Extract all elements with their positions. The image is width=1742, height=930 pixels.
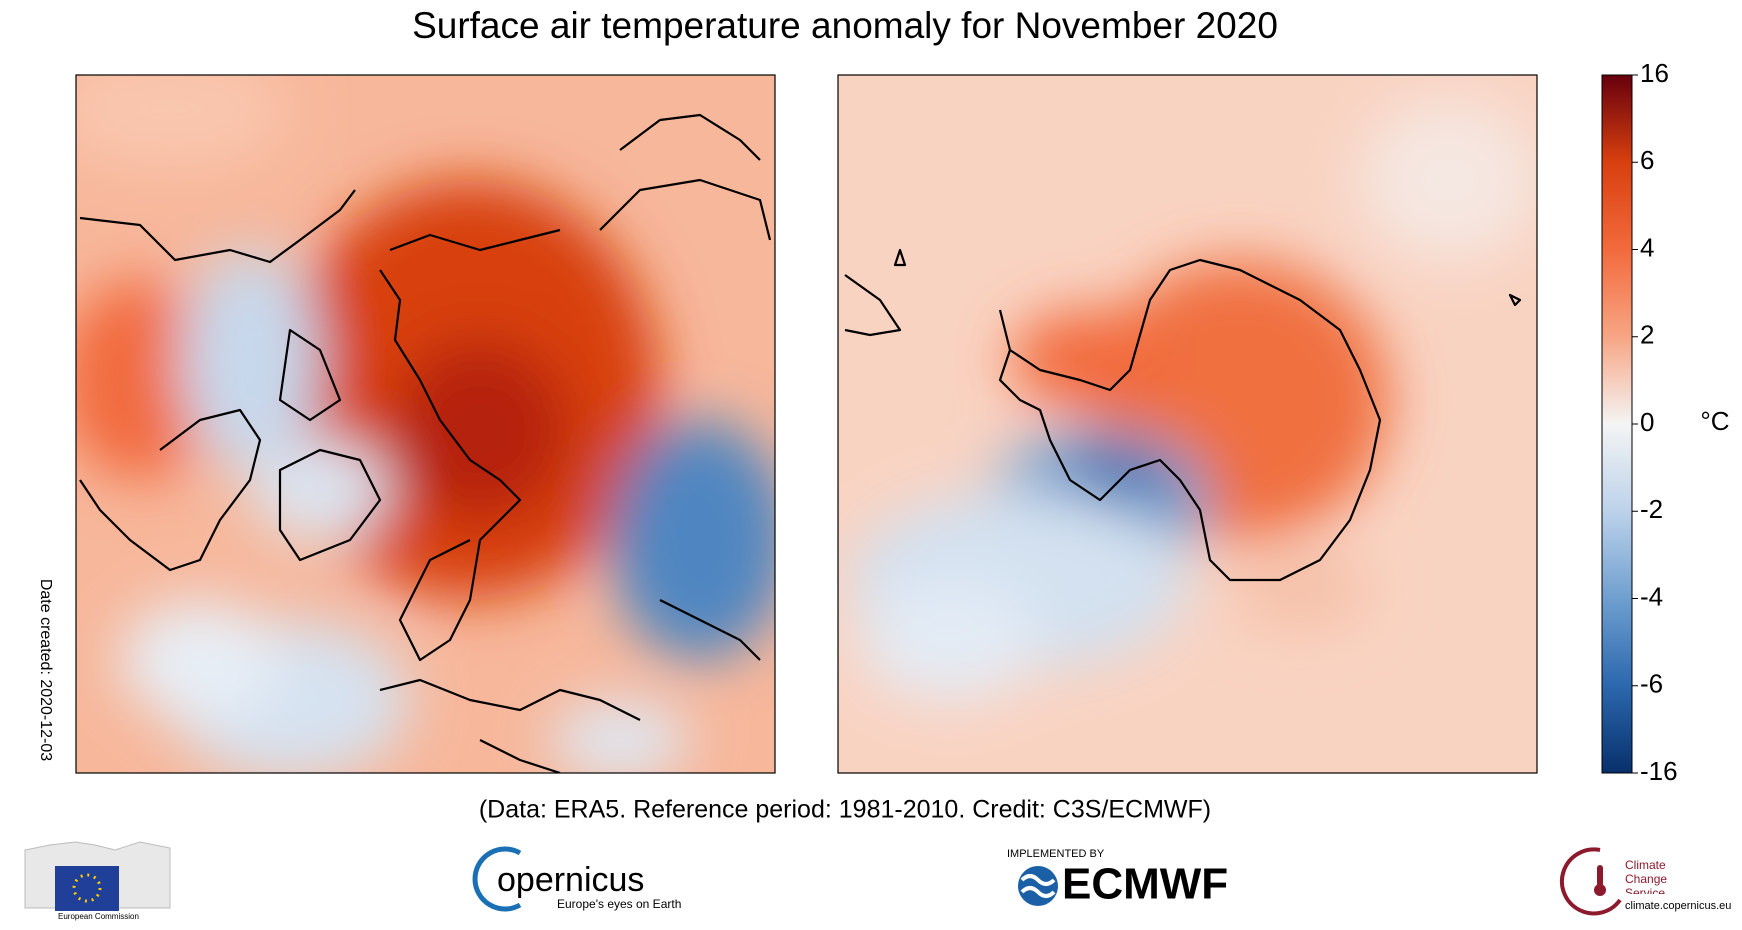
eu-logo: European Commission (24, 841, 171, 921)
colorbar-tick-label: 16 (1640, 58, 1669, 88)
copernicus-logo: opernicus Europe's eyes on Earth (472, 846, 681, 912)
c3s-url: climate.copernicus.eu (1625, 900, 1731, 912)
colorbar-tick-label: -16 (1640, 756, 1678, 786)
title: Surface air temperature anomaly for Nove… (412, 5, 1278, 46)
copernicus-name: opernicus (497, 861, 644, 899)
colorbar-tick-label: 6 (1640, 145, 1654, 175)
c3s-label: Climate Change Service (1625, 858, 1668, 894)
map-frame (75, 74, 776, 774)
eu-label: European Commission (58, 912, 139, 921)
colorbar-tick-label: 2 (1640, 320, 1654, 350)
colorbar (1601, 74, 1633, 774)
arctic-map (76, 75, 775, 773)
ecmwf-name: ECMWF (1062, 860, 1228, 909)
footnote: (Data: ERA5. Reference period: 1981-2010… (479, 796, 1211, 824)
map-frame (837, 74, 1538, 774)
colorbar-tick-label: -4 (1640, 581, 1663, 611)
colorbar-tick-label: -6 (1640, 669, 1663, 699)
copernicus-tagline: Europe's eyes on Earth (557, 897, 681, 911)
colorbar-tick-label: 4 (1640, 232, 1654, 262)
ecmwf-logo: IMPLEMENTED BY ECMWF (1007, 848, 1228, 909)
colorbar-tick-label: -2 (1640, 494, 1663, 524)
colorbar-unit: °C (1700, 406, 1729, 436)
antarctic-map (838, 75, 1537, 773)
date-created: Date created: 2020-12-03 (37, 579, 54, 761)
c3s-logo: Climate Change Service climate.copernicu… (1559, 847, 1731, 916)
ecmwf-prefix: IMPLEMENTED BY (1007, 848, 1105, 860)
colorbar-tick-label: 0 (1640, 407, 1654, 437)
colorbar-ticks: 16 6 4 2 0 -2 -4 -6 -16 (1632, 58, 1678, 786)
